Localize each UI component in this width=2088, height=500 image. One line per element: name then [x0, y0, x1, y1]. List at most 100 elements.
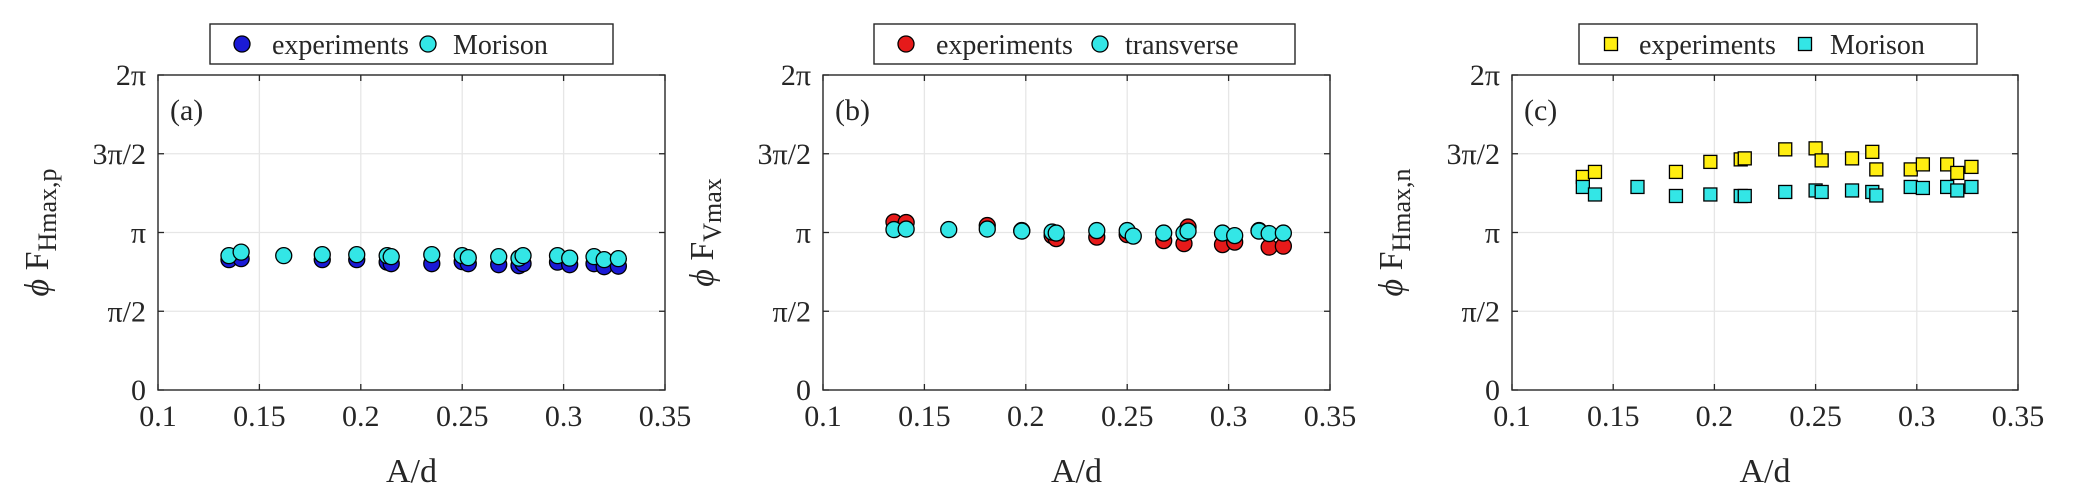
y-axis-label: ϕ FVmax [684, 178, 727, 287]
x-tick-label: 0.3 [1210, 400, 1248, 433]
legend-box [209, 23, 614, 65]
data-point [1088, 221, 1106, 240]
legend-label: experiments [936, 30, 1073, 61]
panel-label: (c) [1524, 94, 1557, 127]
x-tick-label: 0.25 [1101, 400, 1154, 433]
legend-marker [419, 35, 437, 53]
data-point [1844, 151, 1860, 166]
data-point [1124, 227, 1142, 245]
x-tick-label: 0.1 [804, 400, 842, 433]
data-point [1226, 226, 1244, 245]
panel-1: 0.1 0.15 0.2 0.25 0.3 0.35 0 π/2 π 3π/2 2π A/d ϕ FHm… [19, 59, 691, 490]
data-point [1844, 183, 1860, 198]
data-point [1587, 187, 1603, 202]
x-tick-label: 0.1 [1493, 400, 1531, 433]
x-tick-label: 0.3 [1898, 400, 1936, 433]
data-point [561, 249, 579, 267]
legend-label: Morison [453, 30, 548, 61]
x-axis-label: A/d [1051, 453, 1102, 490]
panel-3: 0.1 0.15 0.2 0.25 0.3 0.35 0 π/2 π 3π/2 2π A/d ϕ FHm… [1373, 59, 2044, 490]
legend-2: experiments transverse [873, 23, 1296, 65]
data-point [423, 245, 441, 264]
series-morison [220, 243, 628, 269]
x-tick-label: 0.2 [342, 400, 380, 433]
y-tick-label: 2π [116, 59, 146, 92]
data-point [1778, 184, 1793, 200]
data-point [313, 245, 331, 264]
data-point [1013, 222, 1031, 240]
data-point [1668, 188, 1684, 204]
x-tick-label: 0.15 [233, 400, 286, 433]
x-tick-label: 0.2 [1696, 400, 1734, 433]
y-tick-label: 3π/2 [93, 138, 146, 171]
data-point [1703, 187, 1718, 202]
x-tick-label: 0.35 [1992, 400, 2045, 433]
x-axis-label: A/d [386, 453, 437, 490]
data-point [609, 249, 628, 268]
legend-marker [1797, 36, 1813, 52]
data-point [1865, 144, 1880, 160]
data-point [1155, 224, 1173, 242]
y-tick-label: 0 [796, 374, 811, 407]
data-point [1808, 141, 1823, 156]
data-point [1630, 179, 1645, 195]
data-point [1587, 164, 1603, 180]
data-point [348, 245, 366, 264]
legend-3: experiments Morison [1578, 23, 1978, 65]
y-tick-label: π/2 [1462, 295, 1500, 328]
y-tick-label: 3π/2 [1447, 138, 1500, 171]
data-point [1814, 184, 1829, 200]
y-axis-label: ϕ FHmax,p [19, 168, 62, 296]
data-point [1964, 159, 1979, 175]
y-tick-label: π/2 [773, 295, 811, 328]
y-tick-label: 2π [1470, 59, 1500, 92]
panel-2: 0.1 0.15 0.2 0.25 0.3 0.35 0 π/2 π 3π/2 2π A/d ϕ FVm… [684, 59, 1356, 490]
series-transverse [885, 220, 1293, 245]
data-point [1274, 224, 1293, 242]
legend-marker [897, 35, 915, 53]
legend-box [873, 23, 1296, 65]
data-point [382, 247, 400, 266]
legend-marker [1603, 36, 1619, 52]
y-tick-label: 0 [1485, 374, 1500, 407]
x-tick-label: 0.15 [1587, 400, 1640, 433]
data-point [1950, 165, 1965, 181]
data-point [275, 246, 293, 265]
data-point [897, 220, 915, 238]
panel-label: (a) [170, 94, 203, 127]
data-point [490, 247, 508, 266]
x-tick-label: 0.1 [139, 400, 177, 433]
data-point [1179, 222, 1197, 240]
data-point [1703, 154, 1718, 170]
x-tick-label: 0.35 [639, 400, 692, 433]
data-point [1903, 179, 1918, 195]
x-axis-label: A/d [1740, 453, 1791, 490]
data-point [232, 243, 250, 261]
data-point [514, 246, 532, 265]
y-tick-label: 2π [781, 59, 811, 92]
legend-label: Morison [1830, 30, 1925, 61]
legend-label: experiments [1639, 30, 1776, 61]
series-morison [1575, 179, 1979, 204]
x-tick-label: 0.25 [1789, 400, 1842, 433]
legend-box [1578, 23, 1978, 65]
y-axis-label: ϕ FHmax,n [1373, 168, 1416, 296]
legend-marker [233, 35, 251, 53]
panel-label: (b) [835, 94, 870, 127]
data-point [1903, 162, 1918, 177]
data-point [1575, 179, 1590, 195]
data-point [978, 220, 996, 238]
x-tick-label: 0.15 [898, 400, 951, 433]
y-tick-label: 3π/2 [758, 138, 811, 171]
x-tick-label: 0.25 [436, 400, 489, 433]
data-point [1047, 224, 1065, 242]
y-tick-label: π/2 [108, 295, 146, 328]
data-point [1737, 151, 1752, 166]
data-point [1778, 142, 1793, 157]
data-point [1915, 157, 1931, 172]
legend-marker [1091, 35, 1109, 53]
y-tick-label: π [796, 217, 811, 250]
data-point [940, 220, 958, 239]
data-point [459, 248, 477, 267]
